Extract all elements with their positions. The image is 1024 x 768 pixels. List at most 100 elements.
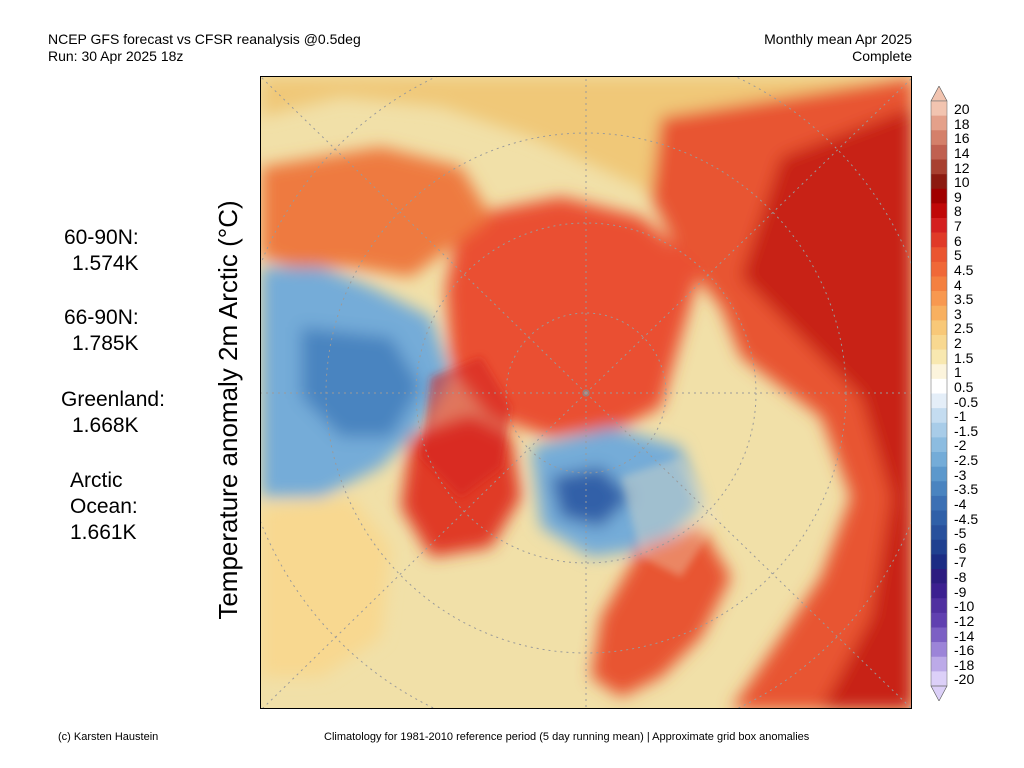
legend-arrow-down [930,685,948,701]
legend-swatch [931,261,947,277]
legend-label: -3 [954,466,967,483]
north-pole-marker [582,389,590,397]
legend-label: 1 [954,364,962,381]
color-bar [930,86,948,701]
stat-label: 66-90N: [64,306,139,329]
meridian-line [585,392,911,708]
legend-label: -14 [954,627,975,644]
stat-label: Ocean: [70,495,138,518]
legend-swatch [931,510,947,526]
legend-label: 2 [954,335,962,351]
canada-strong-cool-region [301,327,421,437]
legend-swatch [931,159,947,175]
legend-label: -20 [954,671,975,688]
legend-swatch [931,671,947,687]
legend-swatch [931,203,947,219]
legend-label: -18 [954,656,975,673]
legend-swatch [931,101,947,116]
legend-swatch [931,218,947,233]
greenland-landmass [421,357,511,497]
legend-label: -0.5 [954,393,979,410]
legend-label: 9 [954,188,962,205]
coastline-shading [421,357,721,577]
legend-swatch [931,466,947,482]
legend-label: -7 [954,554,967,571]
meridian-line [585,78,911,394]
stat-66-90n: 66-90N: 1.785K [64,305,139,357]
legend-swatch [931,291,947,307]
legend-label: 0.5 [954,378,974,395]
legend-label: -10 [954,598,975,615]
meridian-line [262,392,587,708]
legend-label: 12 [954,159,970,176]
legend-swatch [931,656,947,672]
legend-label: 3 [954,305,962,322]
credit-text: (c) Karsten Haustein [58,731,159,743]
legend-label: -9 [954,583,967,600]
status-label: Complete [852,48,912,64]
legend-label: 18 [954,115,970,132]
legend-swatch [931,627,947,643]
legend-swatch [931,188,947,204]
run-time: Run: 30 Apr 2025 18z [48,48,184,64]
legend-swatch [931,247,947,263]
model-title: NCEP GFS forecast vs CFSR reanalysis @0.… [48,31,361,47]
legend-swatch [931,569,947,584]
legend-label: -16 [954,642,975,659]
legend-swatch [931,422,947,438]
legend-swatch [931,276,947,292]
legend-label: 7 [954,218,962,234]
arctic-ocean-warm-region [446,197,701,437]
stat-label: 60-90N: [64,226,139,249]
legend-swatch [931,174,947,190]
legend-swatch [931,642,947,658]
stat-greenland: Greenland: 1.668K [61,387,165,439]
legend-label: 5 [954,247,962,264]
anomaly-map[interactable] [260,76,912,709]
legend-label: 2.5 [954,320,974,337]
legend-swatch [931,349,947,365]
alaska-warm-region [261,147,491,277]
scandinavia-warm-region [591,527,731,697]
legend-label: 20 [954,101,970,117]
legend-swatch [931,539,947,555]
legend-label: -12 [954,612,975,629]
legend-label: -5 [954,525,967,542]
legend-label: 4.5 [954,261,974,278]
legend-swatch [931,335,947,350]
legend-label: -6 [954,539,967,556]
header-right: Monthly mean Apr 2025 Complete [764,31,912,65]
legend-swatch [931,115,947,131]
stat-value: 1.661K [70,521,137,544]
legend-swatch [931,525,947,541]
legend-swatch [931,364,947,380]
legend-label: 6 [954,232,962,249]
stat-arctic-ocean: Arctic Ocean: 1.661K [70,468,138,546]
stat-value: 1.785K [72,332,139,355]
legend-label: 3.5 [954,291,974,308]
header-left: NCEP GFS forecast vs CFSR reanalysis @0.… [48,31,361,65]
legend-label: 8 [954,203,962,220]
legend-swatch [931,598,947,614]
legend-label: 14 [954,144,970,161]
stat-label: Greenland: [61,388,165,411]
legend-label: -8 [954,569,967,585]
labrador-mild-region [261,497,391,677]
legend-swatch [931,305,947,321]
stat-value: 1.668K [72,414,139,437]
legend-label: -4.5 [954,510,979,527]
stat-60-90n: 60-90N: 1.574K [64,225,139,277]
legend-swatch [931,437,947,453]
legend-swatch [931,320,947,336]
legend-swatch [931,144,947,160]
stat-value: 1.574K [72,252,139,275]
legend-swatch [931,481,947,497]
legend-swatch [931,612,947,628]
legend-frame [930,100,948,687]
legend-swatch [931,583,947,599]
legend-swatch [931,393,947,409]
graticule [261,77,911,708]
legend-label: -1.5 [954,422,979,439]
climatology-note: Climatology for 1981-2010 reference peri… [324,731,810,743]
legend-arrow-up [930,86,948,102]
